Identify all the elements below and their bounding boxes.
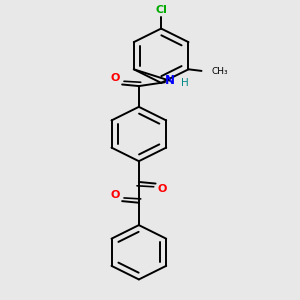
Text: O: O [110, 73, 119, 83]
Text: H: H [181, 78, 188, 88]
Text: Cl: Cl [155, 5, 167, 15]
Text: CH₃: CH₃ [212, 68, 229, 76]
Text: N: N [165, 74, 175, 87]
Text: O: O [158, 184, 167, 194]
Text: O: O [111, 190, 120, 200]
